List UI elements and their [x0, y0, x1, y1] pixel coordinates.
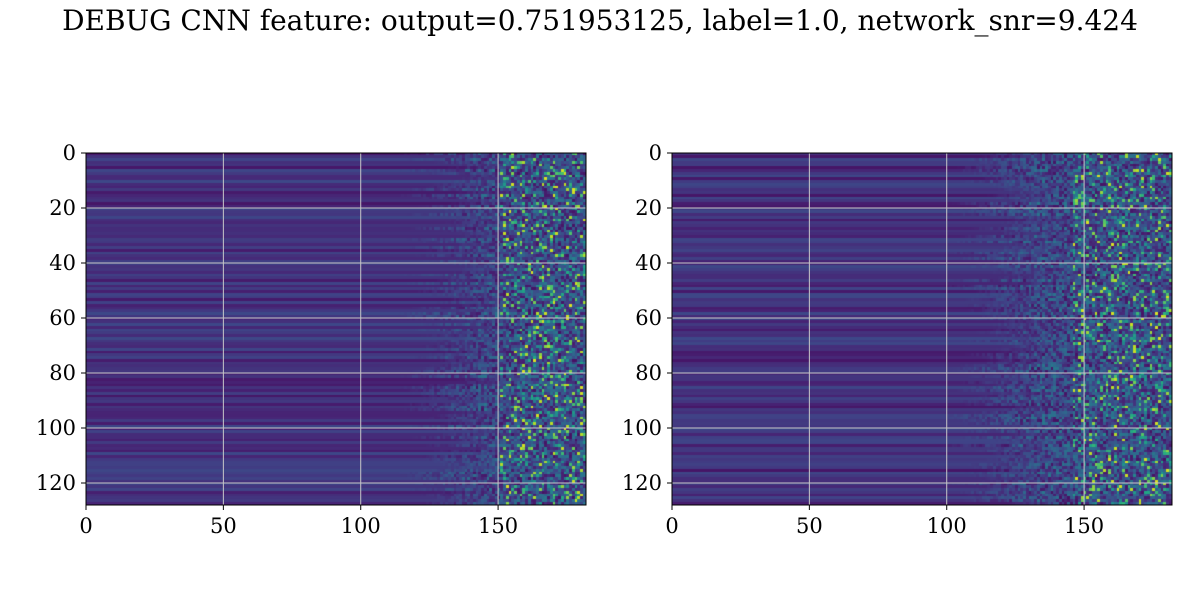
x-tick-label: 150 — [478, 514, 518, 538]
x-tick-label: 100 — [341, 514, 381, 538]
figure-title: DEBUG CNN feature: output=0.751953125, l… — [62, 4, 1138, 37]
x-tick-label: 100 — [927, 514, 967, 538]
heatmap-panel-left: 0 50 100 150 0 20 40 60 80 100 120 — [36, 141, 587, 538]
y-tick-label: 0 — [63, 141, 76, 165]
axes-frame — [85, 152, 587, 506]
y-tick-label: 60 — [635, 306, 662, 330]
heatmap-image-right — [672, 153, 1172, 505]
x-tick-label: 0 — [79, 514, 92, 538]
axes-right: 0 50 100 150 0 20 40 60 80 100 120 — [622, 141, 1173, 538]
x-tick-label: 50 — [210, 514, 237, 538]
axes-left: 0 50 100 150 0 20 40 60 80 100 120 — [36, 141, 587, 538]
y-tick-label: 40 — [635, 251, 662, 275]
y-tick-label: 40 — [49, 251, 76, 275]
x-tick-label: 50 — [796, 514, 823, 538]
y-tick-label: 20 — [49, 196, 76, 220]
heatmap-image-left — [86, 153, 586, 505]
y-tick-label: 120 — [622, 471, 662, 495]
y-tick-label: 0 — [649, 141, 662, 165]
y-tick-label: 20 — [635, 196, 662, 220]
y-tick-label: 60 — [49, 306, 76, 330]
y-tick-label: 120 — [36, 471, 76, 495]
y-tick-label: 80 — [635, 361, 662, 385]
y-tick-label: 100 — [622, 416, 662, 440]
x-tick-label: 150 — [1064, 514, 1104, 538]
y-tick-label: 80 — [49, 361, 76, 385]
y-tick-label: 100 — [36, 416, 76, 440]
axes-frame — [671, 152, 1173, 506]
x-tick-label: 0 — [665, 514, 678, 538]
heatmap-panel-right: 0 50 100 150 0 20 40 60 80 100 120 — [622, 141, 1173, 538]
